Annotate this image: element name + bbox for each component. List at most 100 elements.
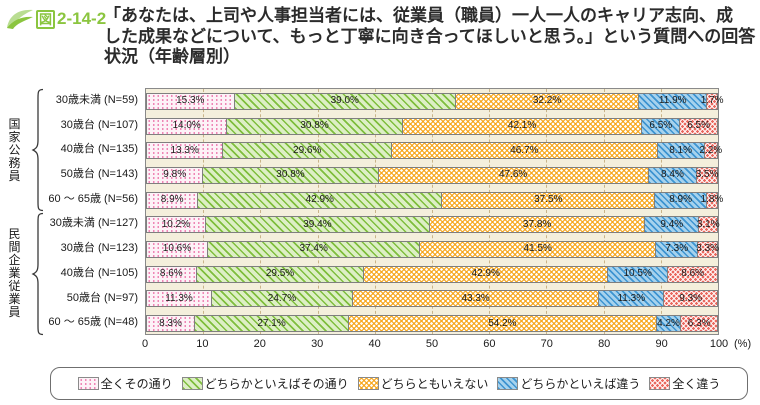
x-tick-label: 80: [598, 338, 611, 350]
bar-row: 13.3% 29.6% 46.7% 8.1% 2.2%: [146, 138, 722, 163]
x-tick-label: 0: [141, 338, 149, 350]
bar-segment: 10.2%: [147, 217, 205, 233]
bar-segment: 32.2%: [455, 93, 639, 109]
segment-value-label: 3.5%: [695, 169, 719, 181]
legend-swatch: [357, 377, 379, 390]
segment-value-label: 3.1%: [696, 218, 720, 230]
bar-row: 10.2% 39.4% 37.8% 9.4% 3.1%: [146, 212, 720, 237]
bar-segment: 3.1%: [696, 217, 720, 233]
stacked-bar: 9.8% 30.8% 47.6% 8.4% 3.5%: [146, 166, 719, 184]
x-tick-label: 40: [368, 338, 381, 350]
segment-value-label: 41.5%: [523, 243, 552, 255]
segment-value-label: 11.3%: [617, 292, 646, 304]
bar-segment: 27.1%: [193, 316, 349, 332]
bar-segment: 46.7%: [391, 143, 657, 159]
figure-label-icon: 図: [36, 9, 56, 29]
segment-value-label: 37.8%: [522, 218, 552, 230]
stacked-bar: 8.6% 29.5% 42.9% 10.5% 8.6%: [146, 265, 718, 283]
segment-value-label: 39.0%: [330, 95, 359, 107]
x-tick-label: 90: [655, 338, 668, 350]
legend-item: どちらともいえない: [357, 375, 488, 392]
gridline: [260, 89, 262, 334]
segment-value-label: 10.2%: [161, 218, 191, 230]
bar-row: 11.3% 24.7% 43.3% 11.3% 9.3%: [146, 287, 718, 312]
segment-value-label: 24.7%: [267, 292, 297, 304]
bar-segment: 8.9%: [147, 192, 198, 208]
legend-swatch: [649, 377, 671, 390]
bar-segment: 8.6%: [147, 266, 196, 282]
segment-value-label: 8.4%: [661, 169, 684, 181]
row-label: 30歳台 (N=107): [60, 118, 138, 131]
bar-segment: 8.3%: [147, 316, 194, 332]
stacked-bar: 10.2% 39.4% 37.8% 9.4% 3.1%: [146, 216, 720, 234]
segment-value-label: 6.3%: [687, 317, 711, 329]
legend-swatch: [181, 377, 203, 390]
segment-value-label: 29.6%: [293, 144, 322, 156]
bar-segment: 8.4%: [647, 167, 697, 183]
gridline: [203, 89, 205, 334]
bar-segment: 41.5%: [419, 241, 656, 257]
x-tick-label: 10: [196, 338, 209, 350]
group-label: 国家公務員: [7, 117, 21, 183]
segment-value-label: 39.4%: [303, 218, 332, 230]
bar-segment: 1.8%: [701, 192, 723, 208]
bar-row: 8.9% 42.9% 37.5% 8.9% 1.8%: [146, 188, 723, 213]
stacked-bar: 13.3% 29.6% 46.7% 8.1% 2.2%: [146, 142, 722, 160]
bar-segment: 29.6%: [222, 143, 392, 159]
group-national-civil-servants: 国家公務員: [0, 88, 44, 212]
bar-segment: 11.3%: [147, 291, 212, 307]
bar-segment: 10.6%: [147, 241, 207, 257]
segment-value-label: 42.9%: [471, 268, 500, 280]
segment-value-label: 37.5%: [534, 194, 563, 206]
segment-value-label: 11.3%: [165, 292, 193, 304]
x-tick-label: 20: [253, 338, 266, 350]
bar-segment: 29.5%: [195, 266, 364, 282]
stacked-bar: 8.9% 42.9% 37.5% 8.9% 1.8%: [146, 191, 723, 209]
bar-segment: 7.3%: [655, 241, 698, 257]
bar-segment: 6.3%: [680, 316, 718, 332]
gridline: [317, 89, 319, 334]
segment-value-label: 14.0%: [172, 120, 201, 132]
legend-label: 全くその通り: [100, 377, 173, 391]
bar-row: 14.0% 30.8% 42.1% 6.5% 6.5%: [146, 114, 718, 139]
gridline: [546, 89, 548, 334]
segment-value-label: 47.6%: [498, 169, 528, 181]
bar-segment: 30.8%: [202, 167, 378, 183]
segment-value-label: 2.2%: [699, 144, 723, 156]
group-brace: [31, 212, 44, 335]
stacked-bar: 8.3% 27.1% 54.2% 4.2% 6.3%: [146, 315, 718, 333]
row-label: 60 ～ 65歳 (N=56): [48, 192, 138, 205]
bar-segment: 42.9%: [363, 266, 607, 282]
plot-area: 15.3% 39.0% 32.2% 11.9% 1.7% 14.0% 30.8% 42.1% 6…: [145, 88, 724, 335]
bar-segment: 9.4%: [644, 217, 699, 233]
legend-swatch: [497, 377, 519, 390]
segment-value-label: 32.2%: [532, 95, 562, 107]
x-tick-label: 30: [311, 338, 324, 350]
bar-segment: 15.3%: [147, 93, 234, 109]
legend: 全くその通り どちらかといえばその通り どちらともいえない どちらかといえば違う 全く違…: [50, 367, 748, 400]
segment-value-label: 29.5%: [265, 268, 295, 280]
gridline: [489, 89, 491, 334]
figure-title: 「あなたは、上司や人事担当者には、従業員（職員）一人一人のキャリア志向、成 した…: [104, 6, 760, 68]
legend-item: どちらかといえば違う: [497, 375, 640, 392]
row-label: 40歳台 (N=135): [60, 143, 138, 156]
bar-row: 8.6% 29.5% 42.9% 10.5% 8.6%: [146, 262, 718, 287]
segment-value-label: 1.7%: [700, 95, 724, 107]
x-tick-label: 100: [709, 338, 729, 350]
bar-segment: 9.8%: [147, 167, 203, 183]
figure-badge: 図 2-14-2: [6, 8, 106, 30]
segment-value-label: 42.9%: [305, 194, 334, 206]
bar-segment: 6.5%: [679, 118, 717, 134]
x-axis-unit: (%): [734, 338, 752, 350]
gridline: [660, 89, 662, 334]
segment-value-label: 10.5%: [623, 268, 652, 280]
bar-segment: 24.7%: [211, 291, 352, 307]
bar-segment: 3.3%: [696, 241, 719, 257]
legend-label: どちらかといえば違う: [520, 377, 641, 391]
segment-value-label: 11.9%: [658, 95, 687, 107]
stacked-bar: 10.6% 37.4% 41.5% 7.3% 3.3%: [146, 240, 719, 258]
segment-value-label: 15.3%: [176, 95, 205, 107]
segment-value-label: 1.8%: [700, 194, 724, 206]
figure-number: 2-14-2: [57, 9, 107, 28]
stacked-bar: 11.3% 24.7% 43.3% 11.3% 9.3%: [146, 290, 718, 308]
